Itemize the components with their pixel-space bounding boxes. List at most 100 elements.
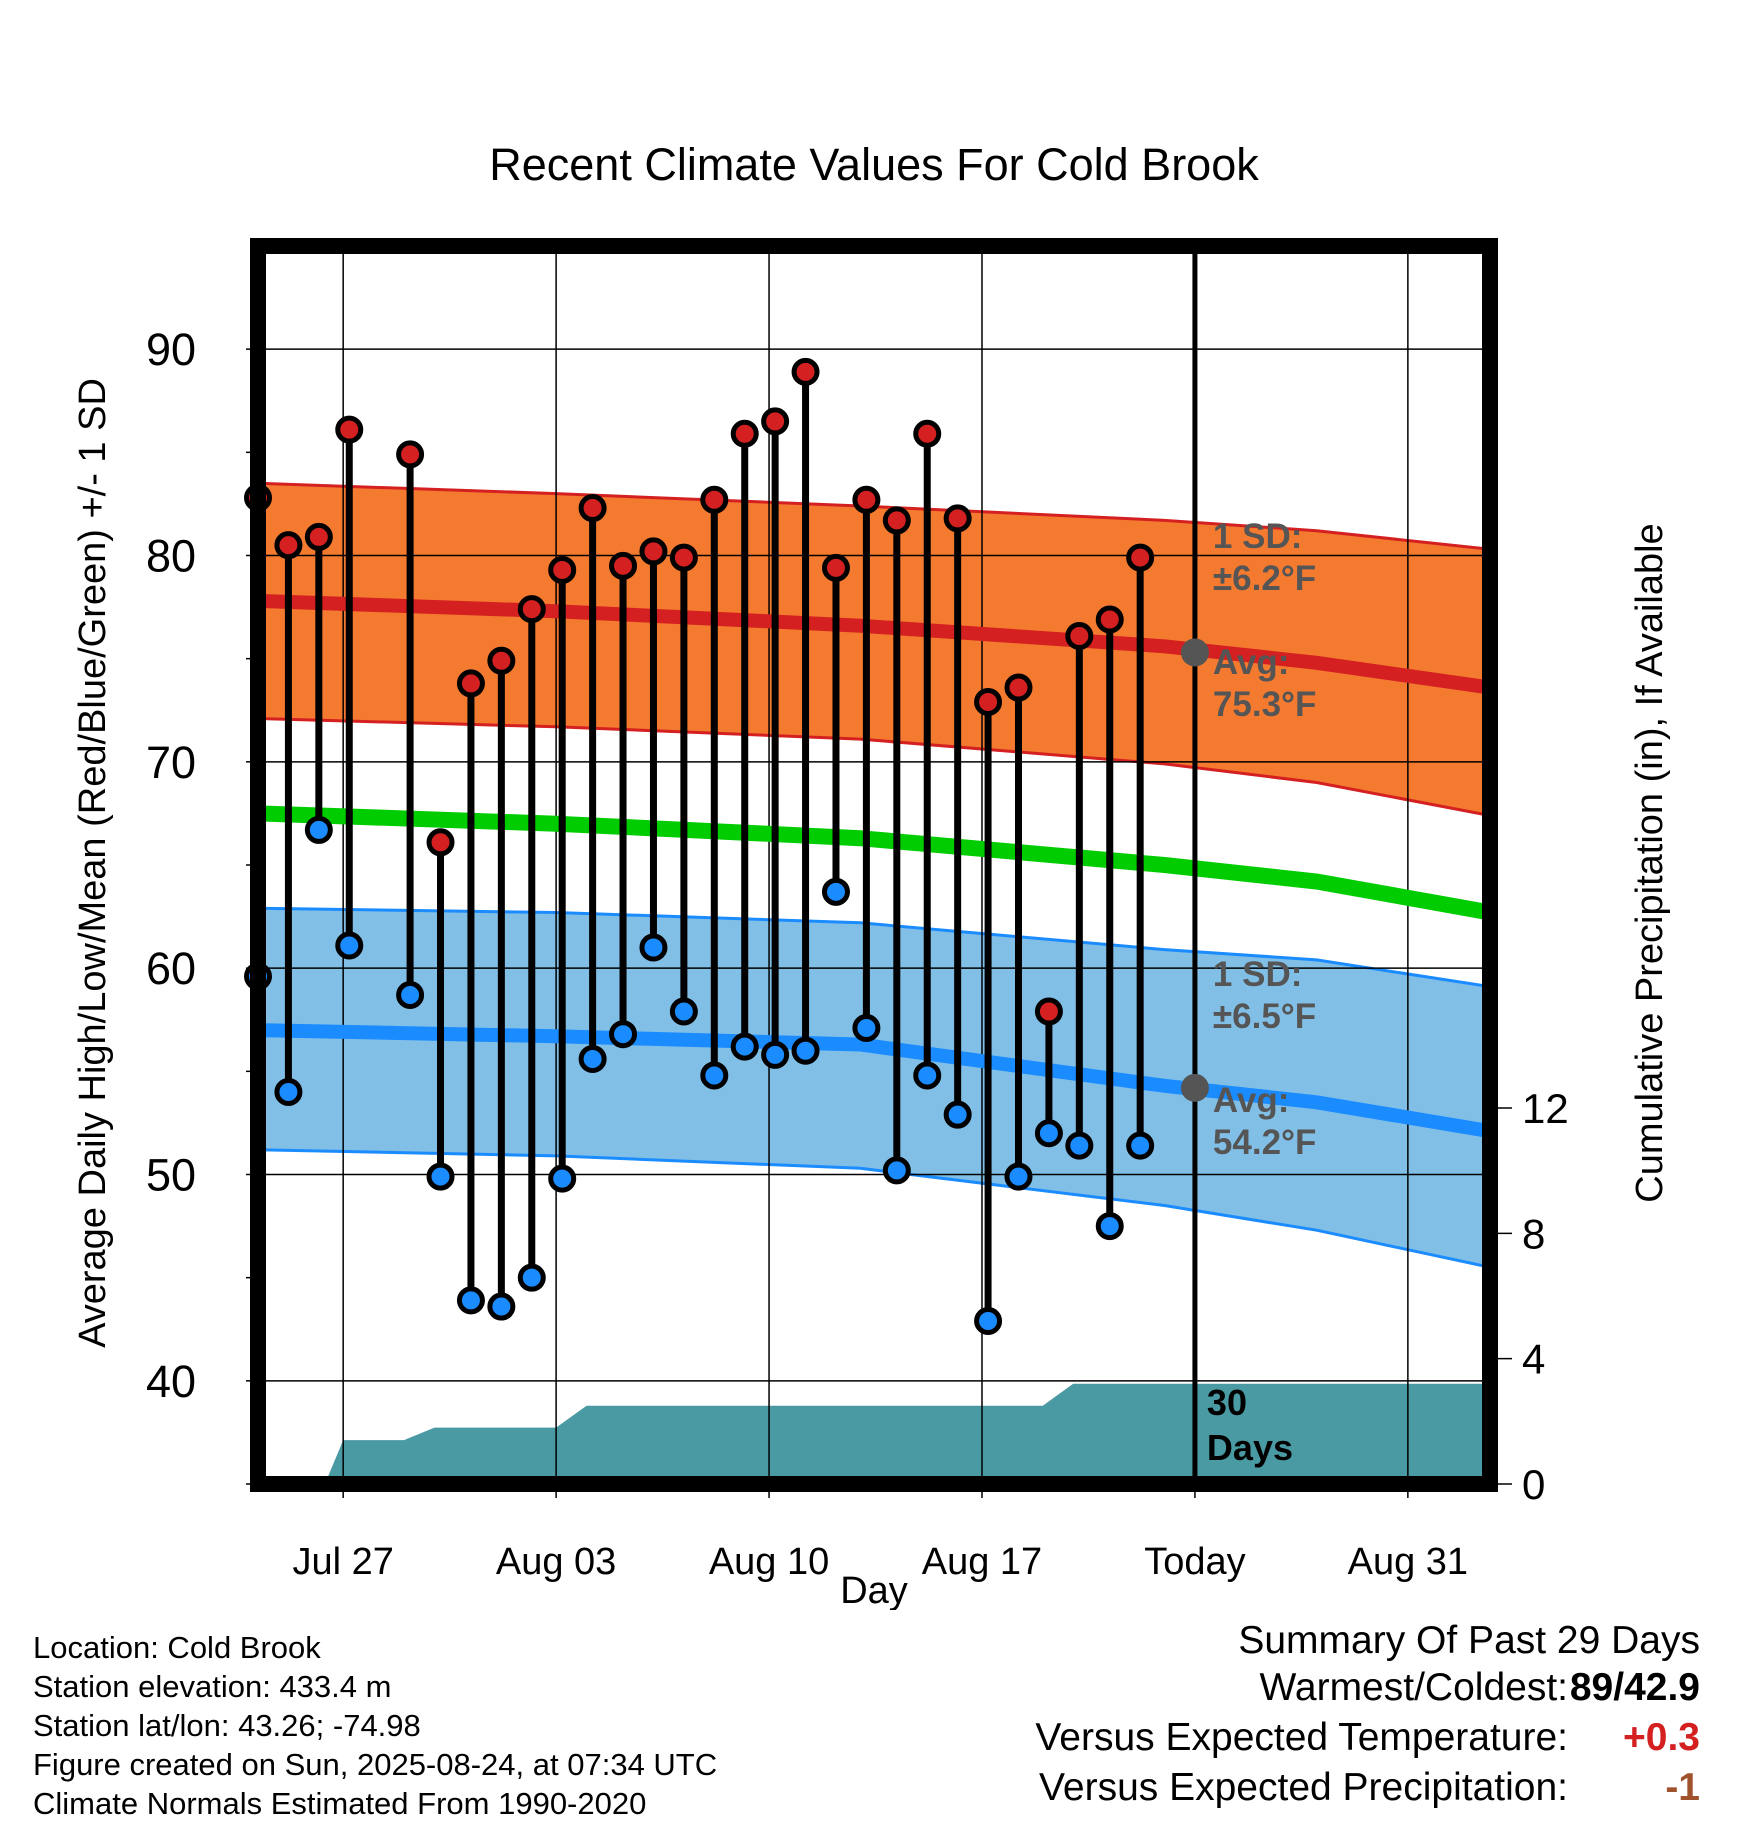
daily-high-point xyxy=(669,543,698,572)
summary-row-precipitation: Versus Expected Precipitation: -1 xyxy=(800,1766,1700,1816)
high-average-value: 75.3°F xyxy=(1213,685,1317,724)
daily-high-point xyxy=(943,504,972,533)
low-sd-band xyxy=(258,908,1490,1268)
daily-high-point xyxy=(700,485,729,514)
y2-tick-label: 8 xyxy=(1522,1210,1545,1257)
high-sd-lower-edge xyxy=(258,717,1490,817)
precipitation-departure-value: -1 xyxy=(1665,1766,1700,1809)
temperature-departure-value: +0.3 xyxy=(1623,1716,1700,1759)
daily-high-point xyxy=(821,553,850,582)
average-low-line xyxy=(258,1023,1490,1139)
x-axis-label: Day xyxy=(840,1570,908,1610)
daily-high-point xyxy=(456,669,485,698)
daily-high-point xyxy=(1095,605,1124,634)
daily-high-point xyxy=(1004,673,1033,702)
y-axis-label-right: Cumulative Precipitation (in), If Availa… xyxy=(1629,523,1671,1202)
low-average-value: 54.2°F xyxy=(1213,1123,1317,1162)
daily-low-point xyxy=(274,1077,303,1106)
daily-high-point xyxy=(517,595,546,624)
y-tick-label: 80 xyxy=(146,531,196,582)
daily-low-point xyxy=(1095,1212,1124,1241)
daily-low-point xyxy=(1126,1131,1155,1160)
x-tick-label: Aug 31 xyxy=(1348,1541,1468,1583)
warmest-coldest-label: Warmest/Coldest: xyxy=(1259,1666,1568,1709)
daily-low-point xyxy=(335,931,364,960)
high-sd-band xyxy=(258,483,1490,816)
warmest-coldest-value: 89/42.9 xyxy=(1569,1666,1700,1709)
latlon-text: Station lat/lon: 43.26; -74.98 xyxy=(33,1708,421,1743)
chart-title: Recent Climate Values For Cold Brook xyxy=(489,139,1259,190)
y2-tick-label: 12 xyxy=(1522,1085,1569,1132)
y-tick-label: 50 xyxy=(146,1150,196,1201)
y2-tick-label: 4 xyxy=(1522,1336,1545,1383)
high-average-label: Avg: xyxy=(1213,643,1289,682)
daily-high-point xyxy=(578,494,607,523)
x-tick-label: Jul 27 xyxy=(292,1541,393,1583)
station-info: Location: Cold Brook Station elevation: … xyxy=(33,1628,717,1823)
daily-high-point xyxy=(304,522,333,551)
coldest-value: 42.9 xyxy=(1624,1666,1700,1709)
daily-high-point xyxy=(882,506,911,535)
high-sd-label: 1 SD: xyxy=(1213,517,1302,556)
daily-high-point xyxy=(548,555,577,584)
daily-low-point xyxy=(821,877,850,906)
daily-high-point xyxy=(396,440,425,469)
x-tick-label: Aug 17 xyxy=(922,1541,1042,1583)
daily-low-point xyxy=(913,1061,942,1090)
daily-high-point xyxy=(974,687,1003,716)
days-count-number: 30 xyxy=(1207,1382,1247,1423)
x-tick-label: Aug 03 xyxy=(496,1541,616,1583)
y-tick-label: 70 xyxy=(146,737,196,788)
low-sd-upper-edge xyxy=(258,906,1490,989)
summary-title: Summary Of Past 29 Days xyxy=(1238,1619,1700,1662)
low-sd-label: 1 SD: xyxy=(1213,955,1302,994)
daily-low-point xyxy=(609,1020,638,1049)
daily-high-point xyxy=(730,419,759,448)
daily-low-point xyxy=(1034,1119,1063,1148)
today-average-high-marker xyxy=(1180,638,1209,667)
daily-low-point xyxy=(639,933,668,962)
daily-low-point xyxy=(669,997,698,1026)
y-tick-label: 40 xyxy=(146,1356,196,1407)
temperature-departure-label: Versus Expected Temperature: xyxy=(1035,1716,1568,1759)
summary-panel: Summary Of Past 29 Days Warmest/Coldest:… xyxy=(800,1616,1700,1816)
daily-high-point xyxy=(335,415,364,444)
daily-high-point xyxy=(791,357,820,386)
daily-low-point xyxy=(396,980,425,1009)
summary-row-extremes: Warmest/Coldest: 89/42.9 xyxy=(800,1666,1700,1716)
average-high-line xyxy=(258,593,1490,695)
daily-high-point xyxy=(639,537,668,566)
daily-low-point xyxy=(943,1100,972,1129)
average-mean-line xyxy=(258,805,1490,921)
daily-low-point xyxy=(882,1156,911,1185)
daily-low-point xyxy=(974,1306,1003,1335)
location-text: Location: Cold Brook xyxy=(33,1630,321,1665)
created-text: Figure created on Sun, 2025-08-24, at 07… xyxy=(33,1747,718,1782)
daily-low-point xyxy=(852,1014,881,1043)
days-count-word: Days xyxy=(1207,1427,1293,1468)
x-tick-label: Aug 10 xyxy=(709,1541,829,1583)
y-axis-label-left: Average Daily High/Low/Mean (Red/Blue/Gr… xyxy=(72,378,114,1348)
daily-high-point xyxy=(913,419,942,448)
daily-high-point xyxy=(487,646,516,675)
climate-chart: Recent Climate Values For Cold Brook Ave… xyxy=(72,139,1671,1610)
summary-row-temperature: Versus Expected Temperature: +0.3 xyxy=(800,1716,1700,1766)
y-tick-label: 90 xyxy=(146,324,196,375)
today-average-low-marker xyxy=(1180,1073,1209,1102)
daily-low-point xyxy=(456,1286,485,1315)
daily-low-point xyxy=(1004,1162,1033,1191)
elevation-text: Station elevation: 433.4 m xyxy=(33,1669,392,1704)
daily-low-point xyxy=(548,1164,577,1193)
daily-high-point xyxy=(1034,997,1063,1026)
daily-high-point xyxy=(274,531,303,560)
high-sd-value: ±6.2°F xyxy=(1213,559,1316,598)
precipitation-departure-label: Versus Expected Precipitation: xyxy=(1039,1766,1568,1809)
y-tick-label: 60 xyxy=(146,943,196,994)
low-sd-value: ±6.5°F xyxy=(1213,997,1316,1036)
low-average-label: Avg: xyxy=(1213,1081,1289,1120)
daily-low-point xyxy=(517,1263,546,1292)
daily-high-point xyxy=(1126,543,1155,572)
daily-high-point xyxy=(426,828,455,857)
daily-low-point xyxy=(761,1040,790,1069)
